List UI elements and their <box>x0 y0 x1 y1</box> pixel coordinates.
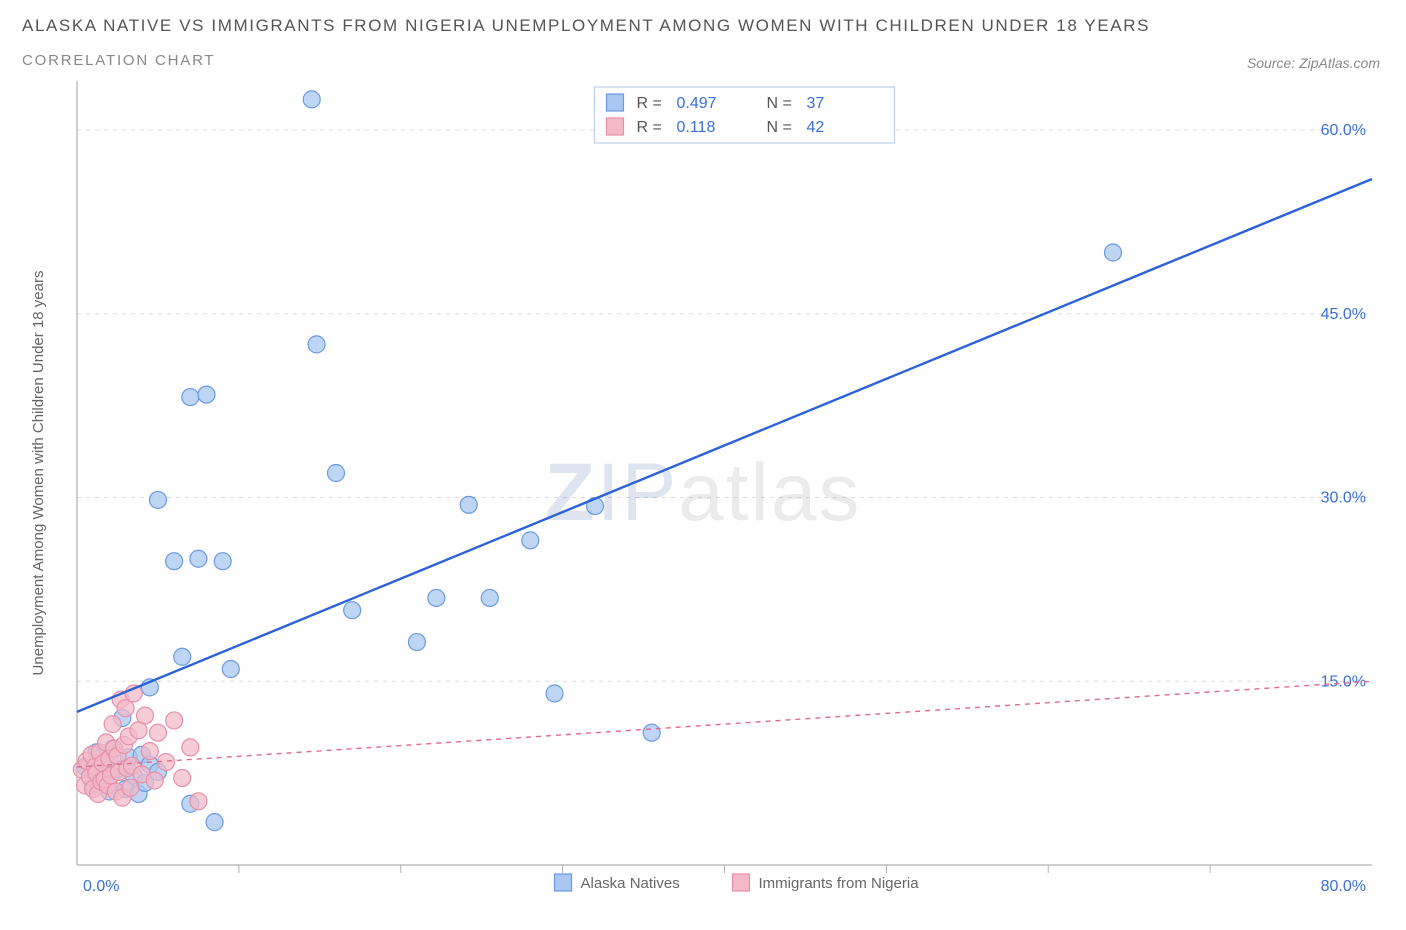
chart-subtitle: CORRELATION CHART <box>22 52 1384 69</box>
svg-text:Alaska Natives: Alaska Natives <box>581 875 680 892</box>
chart-title-block: ALASKA NATIVE VS IMMIGRANTS FROM NIGERIA… <box>22 16 1384 69</box>
svg-text:N =: N = <box>767 119 792 136</box>
svg-text:R =: R = <box>637 119 662 136</box>
svg-text:15.0%: 15.0% <box>1321 673 1366 690</box>
svg-text:N =: N = <box>767 95 792 112</box>
svg-text:Unemployment Among Women with: Unemployment Among Women with Children U… <box>30 271 47 676</box>
svg-text:R =: R = <box>637 95 662 112</box>
correlation-chart: 15.0% 30.0% 45.0% 60.0% 0.0% 80.0% Unemploymen… <box>22 75 1384 911</box>
svg-text:80.0%: 80.0% <box>1321 878 1366 895</box>
svg-text:0.0%: 0.0% <box>83 878 119 895</box>
chart-svg: 15.0% 30.0% 45.0% 60.0% 0.0% 80.0% Unemploymen… <box>22 75 1384 911</box>
svg-text:45.0%: 45.0% <box>1321 306 1366 323</box>
svg-text:37: 37 <box>807 95 825 112</box>
svg-text:60.0%: 60.0% <box>1321 122 1366 139</box>
svg-text:0.118: 0.118 <box>677 119 716 136</box>
svg-text:30.0%: 30.0% <box>1321 490 1366 507</box>
source-credit: Source: ZipAtlas.com <box>1247 55 1380 71</box>
svg-text:42: 42 <box>807 119 825 136</box>
chart-title: ALASKA NATIVE VS IMMIGRANTS FROM NIGERIA… <box>22 16 1384 36</box>
svg-text:0.497: 0.497 <box>677 95 717 112</box>
svg-text:Immigrants from Nigeria: Immigrants from Nigeria <box>759 875 920 892</box>
